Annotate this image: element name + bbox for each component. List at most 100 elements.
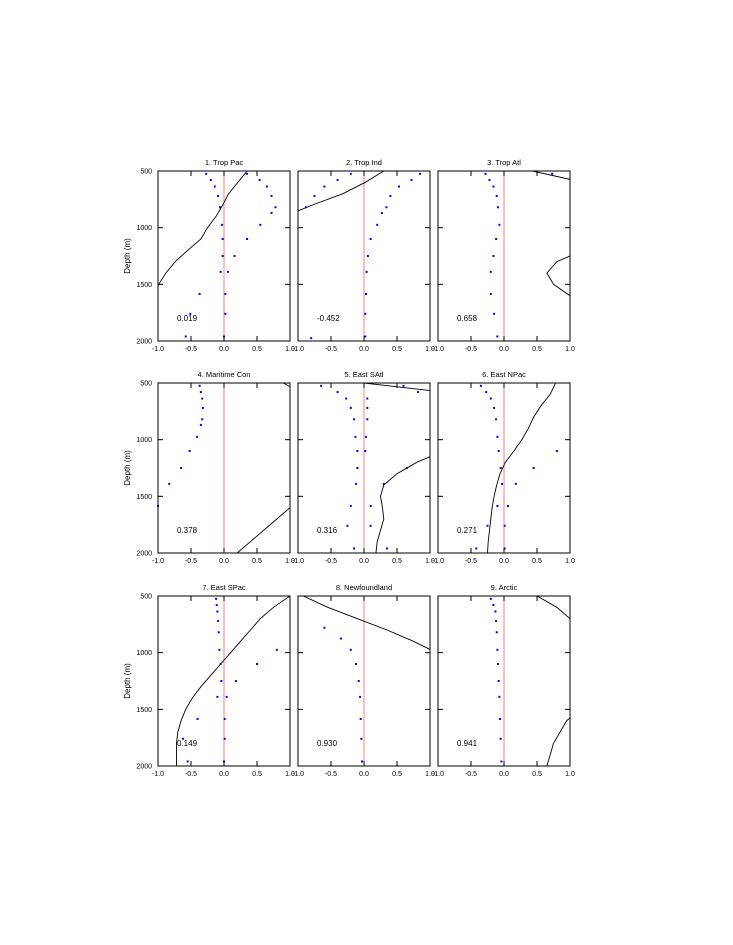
x-tick-label: -0.5 xyxy=(185,346,197,353)
data-point xyxy=(503,524,506,527)
y-tick-label: 1500 xyxy=(136,494,152,501)
data-point xyxy=(223,717,226,720)
y-axis-label: Depth (m) xyxy=(123,450,132,486)
y-tick-label: 1500 xyxy=(136,282,152,289)
data-point xyxy=(188,450,191,452)
data-point xyxy=(215,597,218,600)
data-point xyxy=(364,335,367,338)
data-point xyxy=(336,391,339,394)
x-tick-label: -1.0 xyxy=(152,771,164,778)
x-tick-label: 0.5 xyxy=(252,771,262,778)
data-point xyxy=(501,482,504,485)
panel-title: 1. Trop Pac xyxy=(205,158,244,167)
data-point xyxy=(349,648,352,651)
data-point xyxy=(339,637,342,640)
data-point xyxy=(219,206,222,209)
data-point xyxy=(359,717,362,720)
data-point xyxy=(366,406,369,409)
data-point xyxy=(417,391,420,394)
data-point xyxy=(186,760,189,763)
data-point xyxy=(492,604,495,607)
panel-4: 500 1000 1500 2000-1.0 -0.5 0.0 0.5 1.0 4. Marit… xyxy=(123,370,295,565)
x-tick-label: -0.5 xyxy=(325,346,337,353)
y-tick-label: 2000 xyxy=(136,764,152,771)
data-point xyxy=(349,406,352,409)
series-line xyxy=(158,171,248,287)
panel-title: 3. Trop Atl xyxy=(487,158,521,167)
data-point xyxy=(369,504,372,507)
data-point xyxy=(496,504,499,507)
data-point xyxy=(410,179,413,182)
data-point xyxy=(354,435,357,438)
panel-8: -1.0 -0.5 0.0 0.5 1.0 8. Newfoundland 0.930 xyxy=(292,583,435,778)
data-point xyxy=(256,663,258,665)
data-point xyxy=(499,717,502,720)
data-point xyxy=(405,467,408,469)
data-point xyxy=(495,418,498,421)
x-tick-label: -0.5 xyxy=(185,558,197,565)
panel-annotation: 0.658 xyxy=(457,314,478,323)
x-tick-label: 1.0 xyxy=(565,771,575,778)
data-point xyxy=(219,270,222,273)
data-point xyxy=(484,172,487,175)
x-tick-label: 0.5 xyxy=(392,558,402,565)
data-point xyxy=(216,610,219,613)
data-point xyxy=(497,450,500,452)
x-tick-label: 1.0 xyxy=(285,771,295,778)
data-point xyxy=(168,482,171,485)
data-point xyxy=(223,737,226,740)
data-point xyxy=(419,172,422,175)
data-point xyxy=(496,648,499,651)
data-point xyxy=(489,270,492,273)
data-point xyxy=(356,467,359,469)
data-point xyxy=(201,418,204,421)
data-point xyxy=(498,223,501,226)
x-tick-label: -1.0 xyxy=(292,558,304,565)
data-point xyxy=(366,255,369,257)
data-point xyxy=(246,238,249,240)
data-point xyxy=(366,418,369,421)
panel-annotation: 0.930 xyxy=(317,739,338,748)
data-point xyxy=(402,384,405,387)
y-tick-label: 1000 xyxy=(136,437,152,444)
data-point xyxy=(270,194,273,197)
data-point xyxy=(500,760,503,763)
x-tick-label: -0.5 xyxy=(325,558,337,565)
data-point xyxy=(369,524,372,527)
y-tick-label: 2000 xyxy=(136,339,152,346)
data-point xyxy=(270,211,273,214)
series-line xyxy=(532,171,570,297)
data-point xyxy=(496,435,499,438)
data-point xyxy=(224,312,227,315)
data-point xyxy=(497,680,500,682)
data-point xyxy=(359,695,362,698)
x-tick-label: -1.0 xyxy=(292,771,304,778)
x-tick-label: -0.5 xyxy=(465,771,477,778)
y-tick-label: 500 xyxy=(140,381,152,388)
data-point xyxy=(365,270,368,273)
data-point xyxy=(217,631,220,634)
panel-title: 7. East SPac xyxy=(202,583,246,592)
data-point xyxy=(488,179,491,182)
data-point xyxy=(485,391,488,394)
x-tick-label: -1.0 xyxy=(432,771,444,778)
data-point xyxy=(366,397,369,400)
data-point xyxy=(345,397,348,400)
x-tick-label: -1.0 xyxy=(292,346,304,353)
data-point xyxy=(495,631,498,634)
y-tick-label: 2000 xyxy=(136,551,152,558)
data-point xyxy=(397,185,400,188)
x-tick-label: 1.0 xyxy=(285,558,295,565)
data-point xyxy=(555,450,558,452)
data-point xyxy=(551,172,554,175)
x-tick-label: 0.5 xyxy=(252,346,262,353)
data-point xyxy=(495,238,498,240)
y-tick-label: 1000 xyxy=(136,225,152,232)
data-point xyxy=(496,335,499,338)
data-point xyxy=(226,270,229,273)
panel-annotation: 0.271 xyxy=(457,526,478,535)
data-point xyxy=(479,384,482,387)
x-tick-label: 0.0 xyxy=(499,346,509,353)
data-point xyxy=(355,663,358,665)
x-tick-label: 0.0 xyxy=(499,558,509,565)
